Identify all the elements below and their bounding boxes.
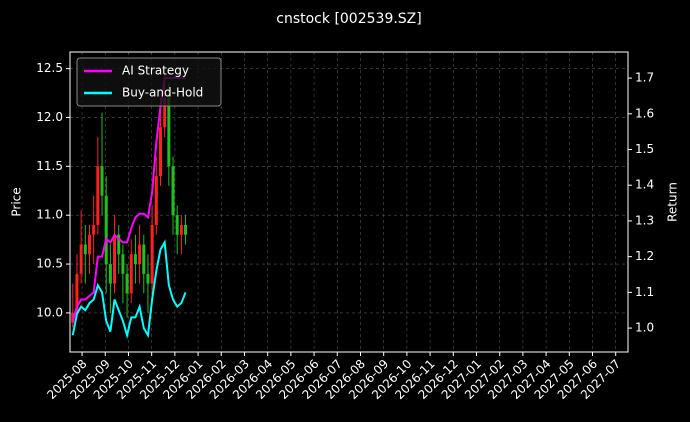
candle-body <box>108 264 112 284</box>
y2-tick-label: 1.4 <box>635 178 654 192</box>
candle-body <box>92 224 96 235</box>
candle-body <box>154 176 158 225</box>
candle-body <box>100 166 104 196</box>
y-tick-label: 11.0 <box>36 208 63 222</box>
y-axis-label: Price <box>10 187 24 216</box>
y-tick-label: 12.5 <box>36 61 63 75</box>
y-tick-label: 10.0 <box>36 305 63 319</box>
y-tick-label: 12.0 <box>36 110 63 124</box>
legend-box <box>76 57 222 107</box>
y2-tick-label: 1.2 <box>635 249 654 263</box>
plot-frame <box>69 51 629 353</box>
candle-body <box>87 234 91 255</box>
y2-tick-label: 1.1 <box>635 285 654 299</box>
y2-tick-label: 1.0 <box>635 321 654 335</box>
candle-body <box>150 224 154 284</box>
y-tick-label: 11.5 <box>36 159 63 173</box>
y-tick-label: 10.5 <box>36 257 63 271</box>
candle-body <box>117 234 121 255</box>
candle-body <box>133 254 137 265</box>
candle-body <box>125 273 129 294</box>
candle-body <box>138 244 142 265</box>
candle-body <box>171 166 175 216</box>
y2-tick-label: 1.5 <box>635 142 654 156</box>
candle-body <box>167 97 171 167</box>
candle-body <box>129 254 133 294</box>
candle-body <box>184 224 188 235</box>
candle-body <box>175 215 179 235</box>
candle-body <box>83 244 87 255</box>
y2-axis-label: Return <box>666 182 680 222</box>
candle-body <box>163 97 167 128</box>
candle-body <box>179 224 183 235</box>
chart-title: cnstock [002539.SZ] <box>276 11 421 27</box>
candle-body <box>113 234 117 284</box>
y2-tick-label: 1.3 <box>635 213 654 227</box>
legend-label: Buy-and-Hold <box>122 86 203 100</box>
candle-body <box>79 244 83 274</box>
candle-body <box>121 254 125 274</box>
candle-body <box>75 273 79 313</box>
candle-body <box>146 273 150 284</box>
y2-tick-label: 1.6 <box>635 106 654 120</box>
candle-body <box>104 195 108 265</box>
return-line <box>71 239 187 340</box>
candle-body <box>96 166 100 225</box>
candle-body <box>142 244 146 274</box>
legend: AI Strategy Buy-and-Hold <box>76 57 222 107</box>
candle-body <box>158 127 162 177</box>
y2-tick-label: 1.7 <box>635 71 654 85</box>
legend-label: AI Strategy <box>122 64 189 78</box>
